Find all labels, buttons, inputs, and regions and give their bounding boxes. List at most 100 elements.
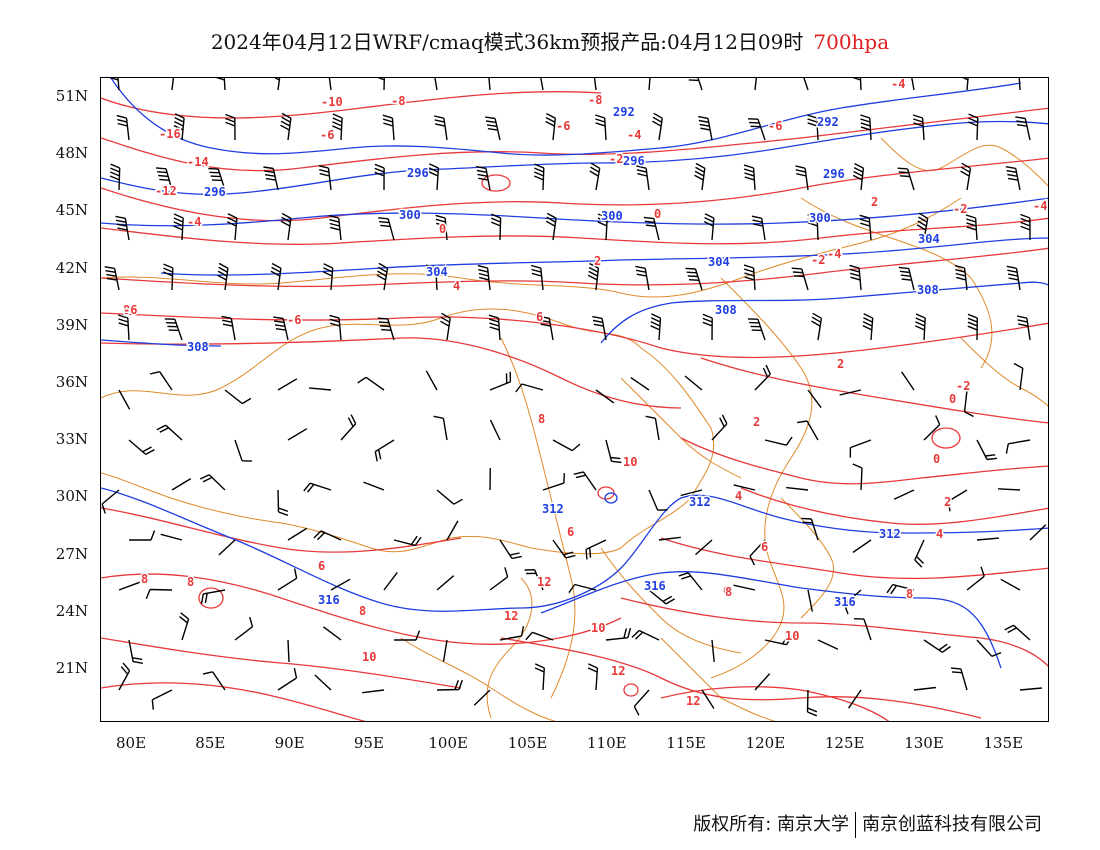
wind-barb <box>592 315 607 341</box>
wind-barb <box>852 78 862 91</box>
temperature-contour-label: 4 <box>936 527 943 541</box>
height-contour-label: 292 <box>817 115 839 129</box>
height-contour-label: 300 <box>809 211 831 225</box>
wind-barb <box>652 112 663 141</box>
wind-barb <box>377 78 386 91</box>
temperature-contour-label: -2 <box>953 202 967 216</box>
wind-barb <box>163 263 174 291</box>
wind-barb <box>499 539 522 560</box>
wind-barb <box>648 589 676 605</box>
temperature-contour-label: 12 <box>537 575 551 589</box>
temperature-contour <box>481 174 511 192</box>
wind-barb <box>754 364 771 391</box>
wind-barb <box>898 266 915 291</box>
temperature-contour-label: 8 <box>123 303 130 317</box>
wind-barb <box>593 78 597 91</box>
height-contour <box>604 492 618 504</box>
temperature-contour-label: -4 <box>627 128 641 142</box>
wind-barb <box>688 78 703 91</box>
latitude-label: 42N <box>55 258 88 277</box>
longitude-label: 90E <box>274 734 305 752</box>
longitude-label: 80E <box>115 734 147 752</box>
wind-barb <box>911 78 915 91</box>
wind-barb <box>340 414 357 441</box>
temperature-contour-label: 6 <box>536 310 543 324</box>
wind-barb <box>694 162 706 191</box>
wind-barb <box>515 383 544 393</box>
wind-barb <box>754 78 758 91</box>
temperature-contour-label: 6 <box>723 584 730 598</box>
wind-barb <box>179 612 190 641</box>
wind-barb <box>976 537 999 541</box>
wind-barb <box>914 539 925 568</box>
wind-barb <box>859 214 872 241</box>
height-contour <box>101 487 1048 612</box>
temperature-contour-label: -6 <box>768 119 782 133</box>
height-contour-label: 316 <box>834 595 856 609</box>
pressure-level: 700hpa <box>813 30 890 54</box>
wind-barb <box>473 689 491 706</box>
wind-barb <box>363 481 385 491</box>
wind-barb <box>795 165 809 191</box>
boundary-line <box>660 637 776 721</box>
wind-barb <box>849 439 872 458</box>
wind-barb <box>976 639 1002 657</box>
wind-barb <box>966 566 985 591</box>
wind-barb <box>357 376 385 391</box>
wind-barb <box>791 267 809 291</box>
height-contour-label: 312 <box>879 527 901 541</box>
wind-barb <box>573 471 597 491</box>
wind-barb <box>893 489 915 500</box>
latitude-label: 39N <box>55 315 88 334</box>
wind-barb <box>477 264 491 291</box>
wind-barb <box>322 626 342 641</box>
wind-barb <box>1019 687 1042 691</box>
wind-barb <box>376 262 389 291</box>
boundary-line <box>600 547 742 654</box>
wind-barb <box>208 167 226 191</box>
temperature-contour-label: -2 <box>609 152 623 166</box>
wind-barb <box>329 314 342 341</box>
temperature-contour-label: -8 <box>391 94 405 108</box>
wind-barb <box>433 415 448 441</box>
wind-barb <box>221 315 236 341</box>
wind-barb <box>965 214 978 241</box>
wind-barb <box>648 78 651 91</box>
wind-barb <box>435 214 448 241</box>
temperature-contour-label: 2 <box>837 357 844 371</box>
wind-barb <box>234 439 253 462</box>
wind-barb <box>853 618 872 641</box>
temperature-contour-label: 10 <box>362 650 376 664</box>
latitude-label: 36N <box>55 373 88 391</box>
wind-barb <box>862 313 874 341</box>
wind-barb <box>309 387 332 391</box>
boundary-line <box>486 577 533 719</box>
weather-map: -16 -14 -12 -10 -8 -6 -8 -4 -2 -6 -4 0 0 2 4 6 -6 8 8 10 4 2 0… <box>100 77 1049 722</box>
temperature-contour-label: -14 <box>187 155 209 169</box>
temperature-contour <box>101 573 622 645</box>
wind-barb <box>860 114 872 141</box>
temperature-contour-label: 10 <box>785 629 799 643</box>
wind-barb <box>377 317 395 341</box>
height-contour-label: 316 <box>318 593 340 607</box>
map-canvas: -16-14-12-10 -8-6-8-4-2-6-4 00246-68810420… <box>101 78 1048 721</box>
wind-barb <box>436 489 463 505</box>
wind-barb <box>698 115 713 141</box>
boundary-line <box>500 337 576 699</box>
wind-barb <box>915 313 926 341</box>
footer-divider <box>855 812 856 838</box>
wind-barb <box>425 370 438 391</box>
wind-barb <box>489 567 509 591</box>
wind-barb <box>322 263 334 291</box>
wind-barb <box>701 689 715 709</box>
wind-barb <box>328 214 342 241</box>
wind-barb <box>436 575 455 591</box>
height-contour-label: 308 <box>715 303 737 317</box>
wind-barb <box>733 484 756 491</box>
temperature-contour-label: 8 <box>538 412 545 426</box>
temperature-contour <box>500 637 982 719</box>
wind-barb <box>568 583 597 594</box>
wind-barb <box>116 114 130 141</box>
temperature-contour-label: 0 <box>933 452 940 466</box>
temperature-contour-label: -4 <box>1033 199 1047 213</box>
